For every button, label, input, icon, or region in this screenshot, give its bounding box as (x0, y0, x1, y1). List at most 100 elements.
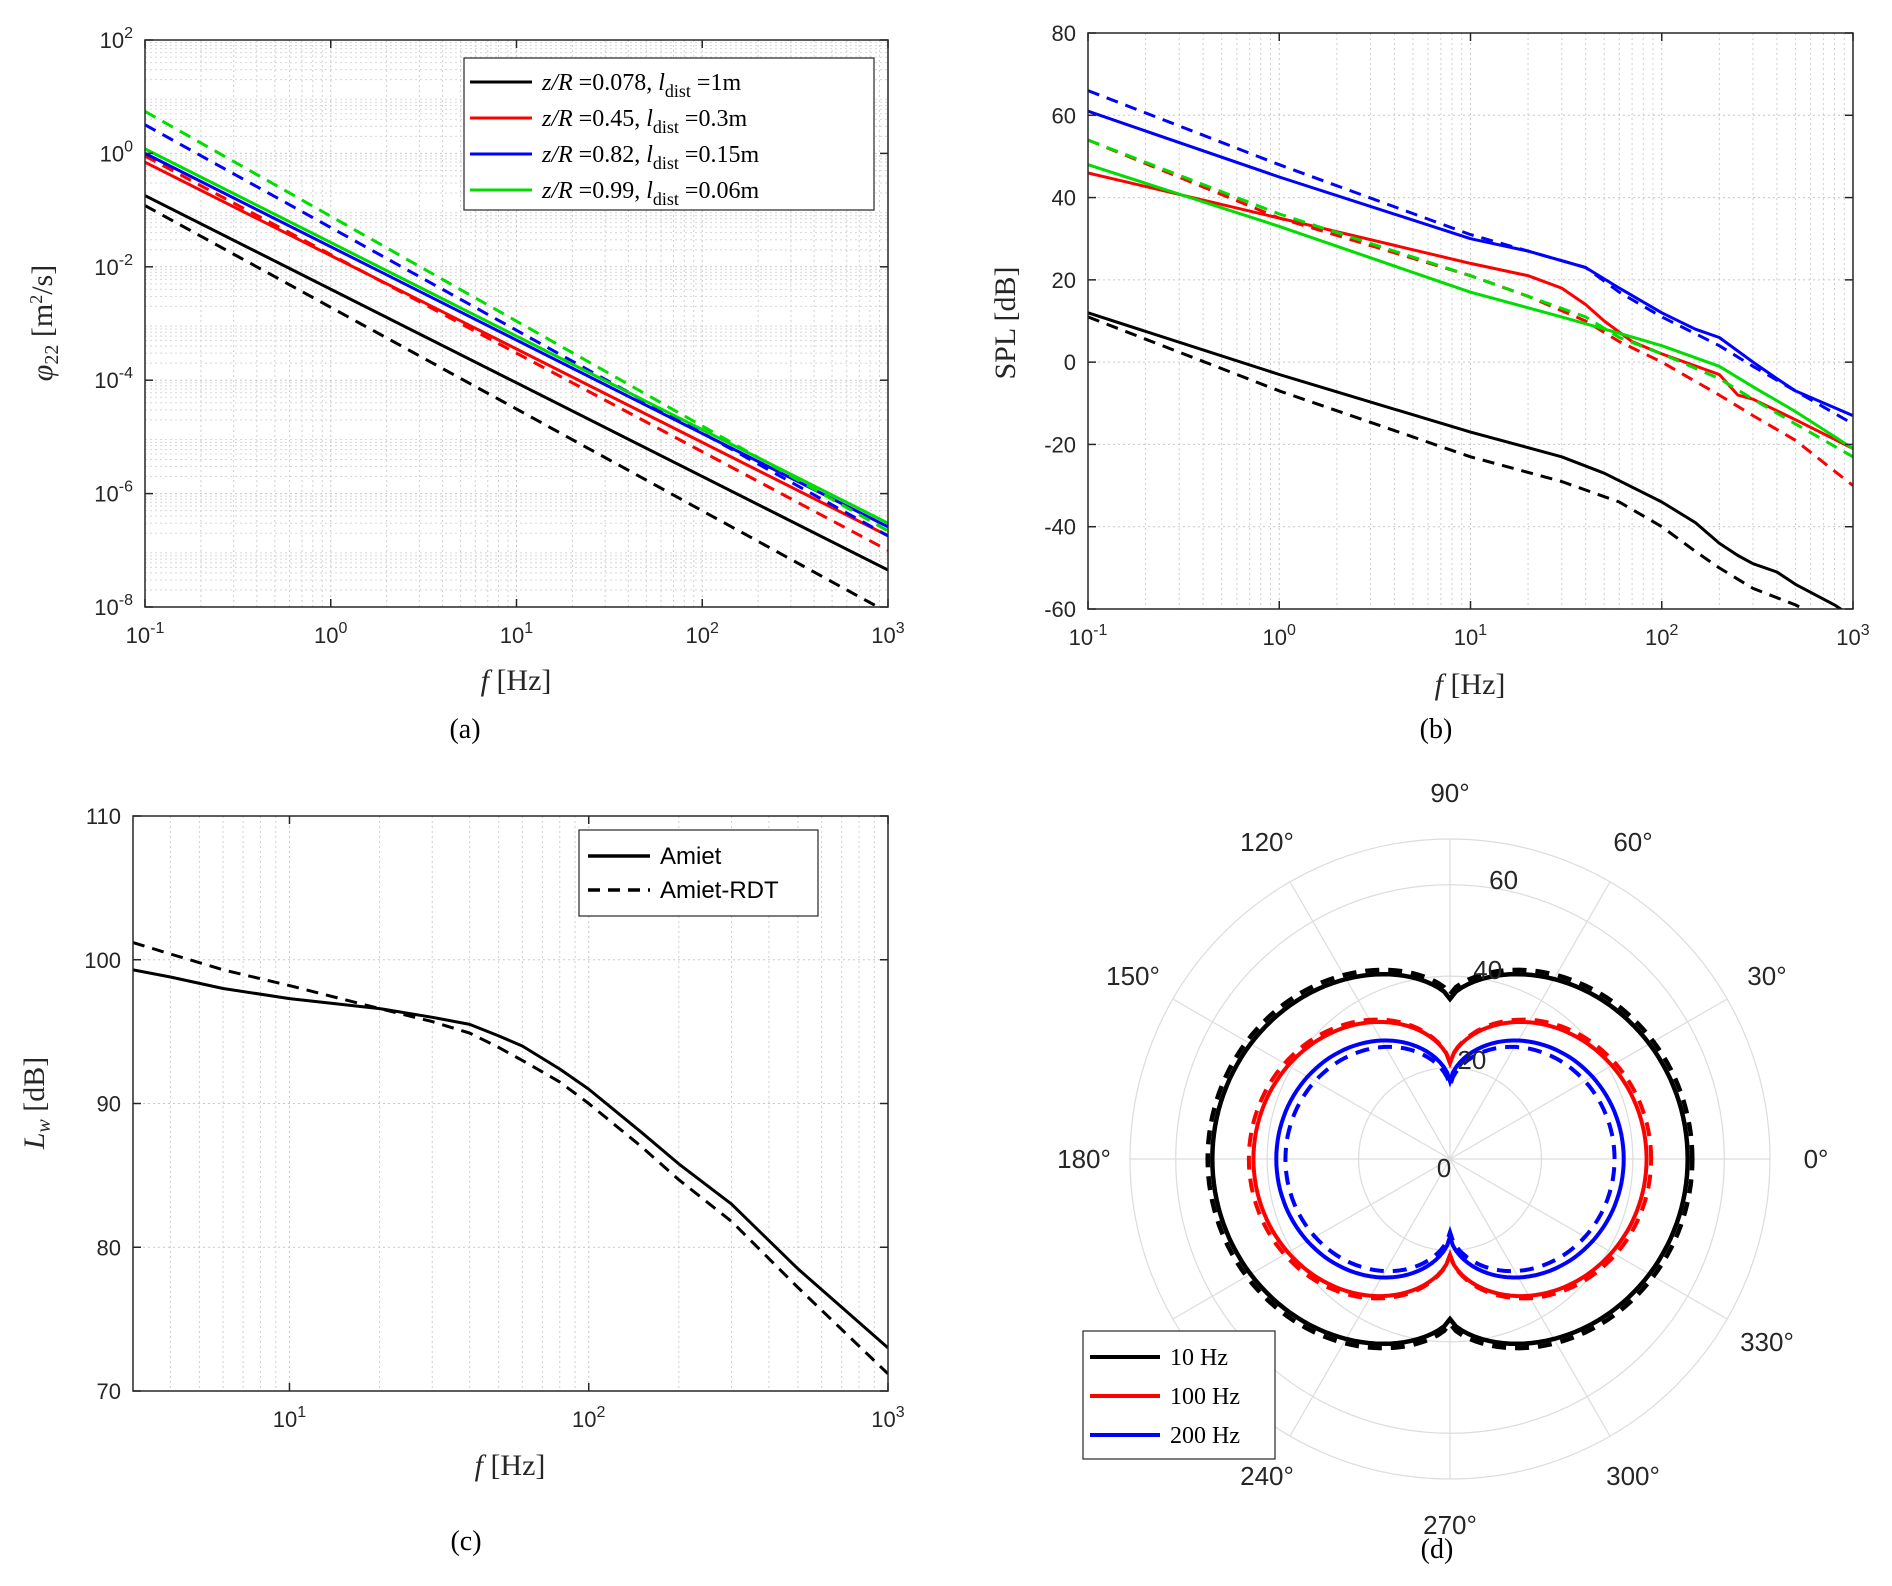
polar-r-tick-label: 0 (1437, 1153, 1451, 1183)
y-tick-label: 0 (1064, 350, 1076, 375)
polar-r-tick-label: 60 (1489, 865, 1518, 895)
y-tick-label: 20 (1052, 268, 1076, 293)
polar-spoke (1449, 1158, 1728, 1320)
legend-box (578, 829, 819, 917)
caption-d: (d) (1421, 1534, 1454, 1565)
x-axis-label: f [Hz] (1435, 668, 1506, 701)
legend-label: z/R =0.82, ldist =0.15m (541, 142, 759, 173)
legend-label: Amiet-RDT (660, 877, 779, 904)
series-line (133, 968, 888, 1350)
x-tick-label: 103 (871, 1404, 904, 1432)
polar-angle-label: 240° (1240, 1461, 1294, 1491)
caption-b: (b) (1420, 714, 1453, 745)
series-line (145, 194, 888, 572)
legend: Amiet Amiet-RDT (578, 829, 819, 917)
polar-angle-label: 180° (1057, 1144, 1111, 1174)
polar-r-tick-label: 40 (1473, 955, 1502, 985)
x-tick-label: 101 (273, 1404, 306, 1432)
polar-angle-label: 90° (1430, 778, 1469, 808)
series-line (145, 110, 888, 533)
series-line (145, 152, 888, 529)
y-tick-label: 80 (1052, 21, 1076, 46)
polar-angle-label: 120° (1240, 827, 1294, 857)
legend-box (463, 57, 875, 211)
y-tick-label: 60 (1052, 103, 1076, 128)
y-tick-label: -40 (1044, 515, 1076, 540)
x-tick-label: 103 (871, 620, 904, 648)
polar-angle-label: 60° (1613, 827, 1652, 857)
series-line (145, 154, 888, 552)
series-line (145, 123, 888, 538)
y-tick-label: -60 (1044, 597, 1076, 622)
a-series (145, 110, 888, 607)
x-axis-label: f [Hz] (481, 664, 552, 697)
polar-series-line (1251, 1019, 1649, 1299)
series-line (133, 941, 888, 1375)
x-tick-label: 101 (1454, 622, 1487, 650)
y-tick-label: 10-2 (94, 252, 133, 280)
legend-label: 10 Hz (1170, 1345, 1228, 1371)
polar-series-line (1205, 967, 1695, 1351)
polar-series-line (1210, 971, 1690, 1347)
polar-spoke (1449, 998, 1728, 1160)
y-tick-label: 102 (100, 25, 133, 53)
series-line (1088, 138, 1853, 487)
polar-series-line (1246, 1017, 1654, 1301)
x-tick-label: 103 (1836, 622, 1869, 650)
x-tick-label: 10-1 (126, 620, 165, 648)
polar-series (1205, 967, 1695, 1351)
series-line (1088, 171, 1853, 450)
series-line (1088, 138, 1853, 459)
y-axis-label: Lw [dB] (18, 1057, 55, 1151)
polar-angle-label: 300° (1606, 1461, 1660, 1491)
polar-angle-label: 330° (1740, 1327, 1794, 1357)
y-tick-label: 90 (97, 1092, 121, 1117)
y-tick-label: 100 (100, 138, 133, 166)
x-tick-label: 10-1 (1069, 622, 1108, 650)
y-tick-label: 100 (84, 948, 121, 973)
y-tick-label: 10-6 (94, 479, 133, 507)
legend: 10 Hz 100 Hz 200 Hz (1082, 1330, 1276, 1460)
x-axis-label: f [Hz] (475, 1449, 546, 1482)
series-line (145, 204, 882, 607)
x-tick-label: 100 (314, 620, 347, 648)
caption-a: (a) (449, 714, 480, 745)
polar-angle-label: 270° (1423, 1510, 1477, 1540)
polar-angle-label: 0° (1804, 1144, 1829, 1174)
y-tick-label: 40 (1052, 186, 1076, 211)
y-tick-label: 110 (86, 804, 121, 829)
y-axis-label: SPL [dB] (989, 266, 1022, 379)
x-tick-label: 100 (1263, 622, 1296, 650)
polar-angle-label: 150° (1106, 961, 1160, 991)
panel-a: 10-1 100 101 102 103 10-8 10-6 10-4 10-2 100 102 f … (26, 25, 905, 697)
polar-series-line (1274, 1038, 1626, 1280)
y-tick-label: 10-8 (94, 592, 133, 620)
caption-c: (c) (450, 1526, 481, 1557)
y-tick-label: 80 (97, 1235, 121, 1260)
legend: z/R =0.078, ldist =1m z/R =0.45, ldist =0… (463, 57, 875, 211)
series-line (1088, 311, 1844, 609)
b-series (1088, 89, 1853, 609)
polar-r-tick-label: 20 (1457, 1045, 1486, 1075)
x-tick-label: 101 (500, 620, 533, 648)
legend-label: 200 Hz (1170, 1423, 1240, 1449)
panel-d: 02040600°30°60°90°120°150°180°210°240°27… (1057, 778, 1828, 1540)
b-grid (1087, 32, 1854, 610)
x-tick-label: 102 (572, 1404, 605, 1432)
x-tick-label: 102 (1645, 622, 1678, 650)
legend-label: z/R =0.078, ldist =1m (541, 70, 741, 101)
legend-label: z/R =0.45, ldist =0.3m (541, 106, 747, 137)
polar-spoke (1172, 1158, 1451, 1320)
y-tick-label: -20 (1044, 432, 1076, 457)
c-series (133, 941, 888, 1375)
y-tick-label: 10-4 (94, 365, 133, 393)
legend-label: Amiet (660, 843, 722, 870)
polar-spoke (1172, 998, 1451, 1160)
legend-label: z/R =0.99, ldist =0.06m (541, 178, 759, 209)
series-line (1088, 163, 1853, 450)
polar-series-line (1283, 1044, 1617, 1274)
series-line (145, 160, 888, 538)
polar-angle-label: 30° (1747, 961, 1786, 991)
